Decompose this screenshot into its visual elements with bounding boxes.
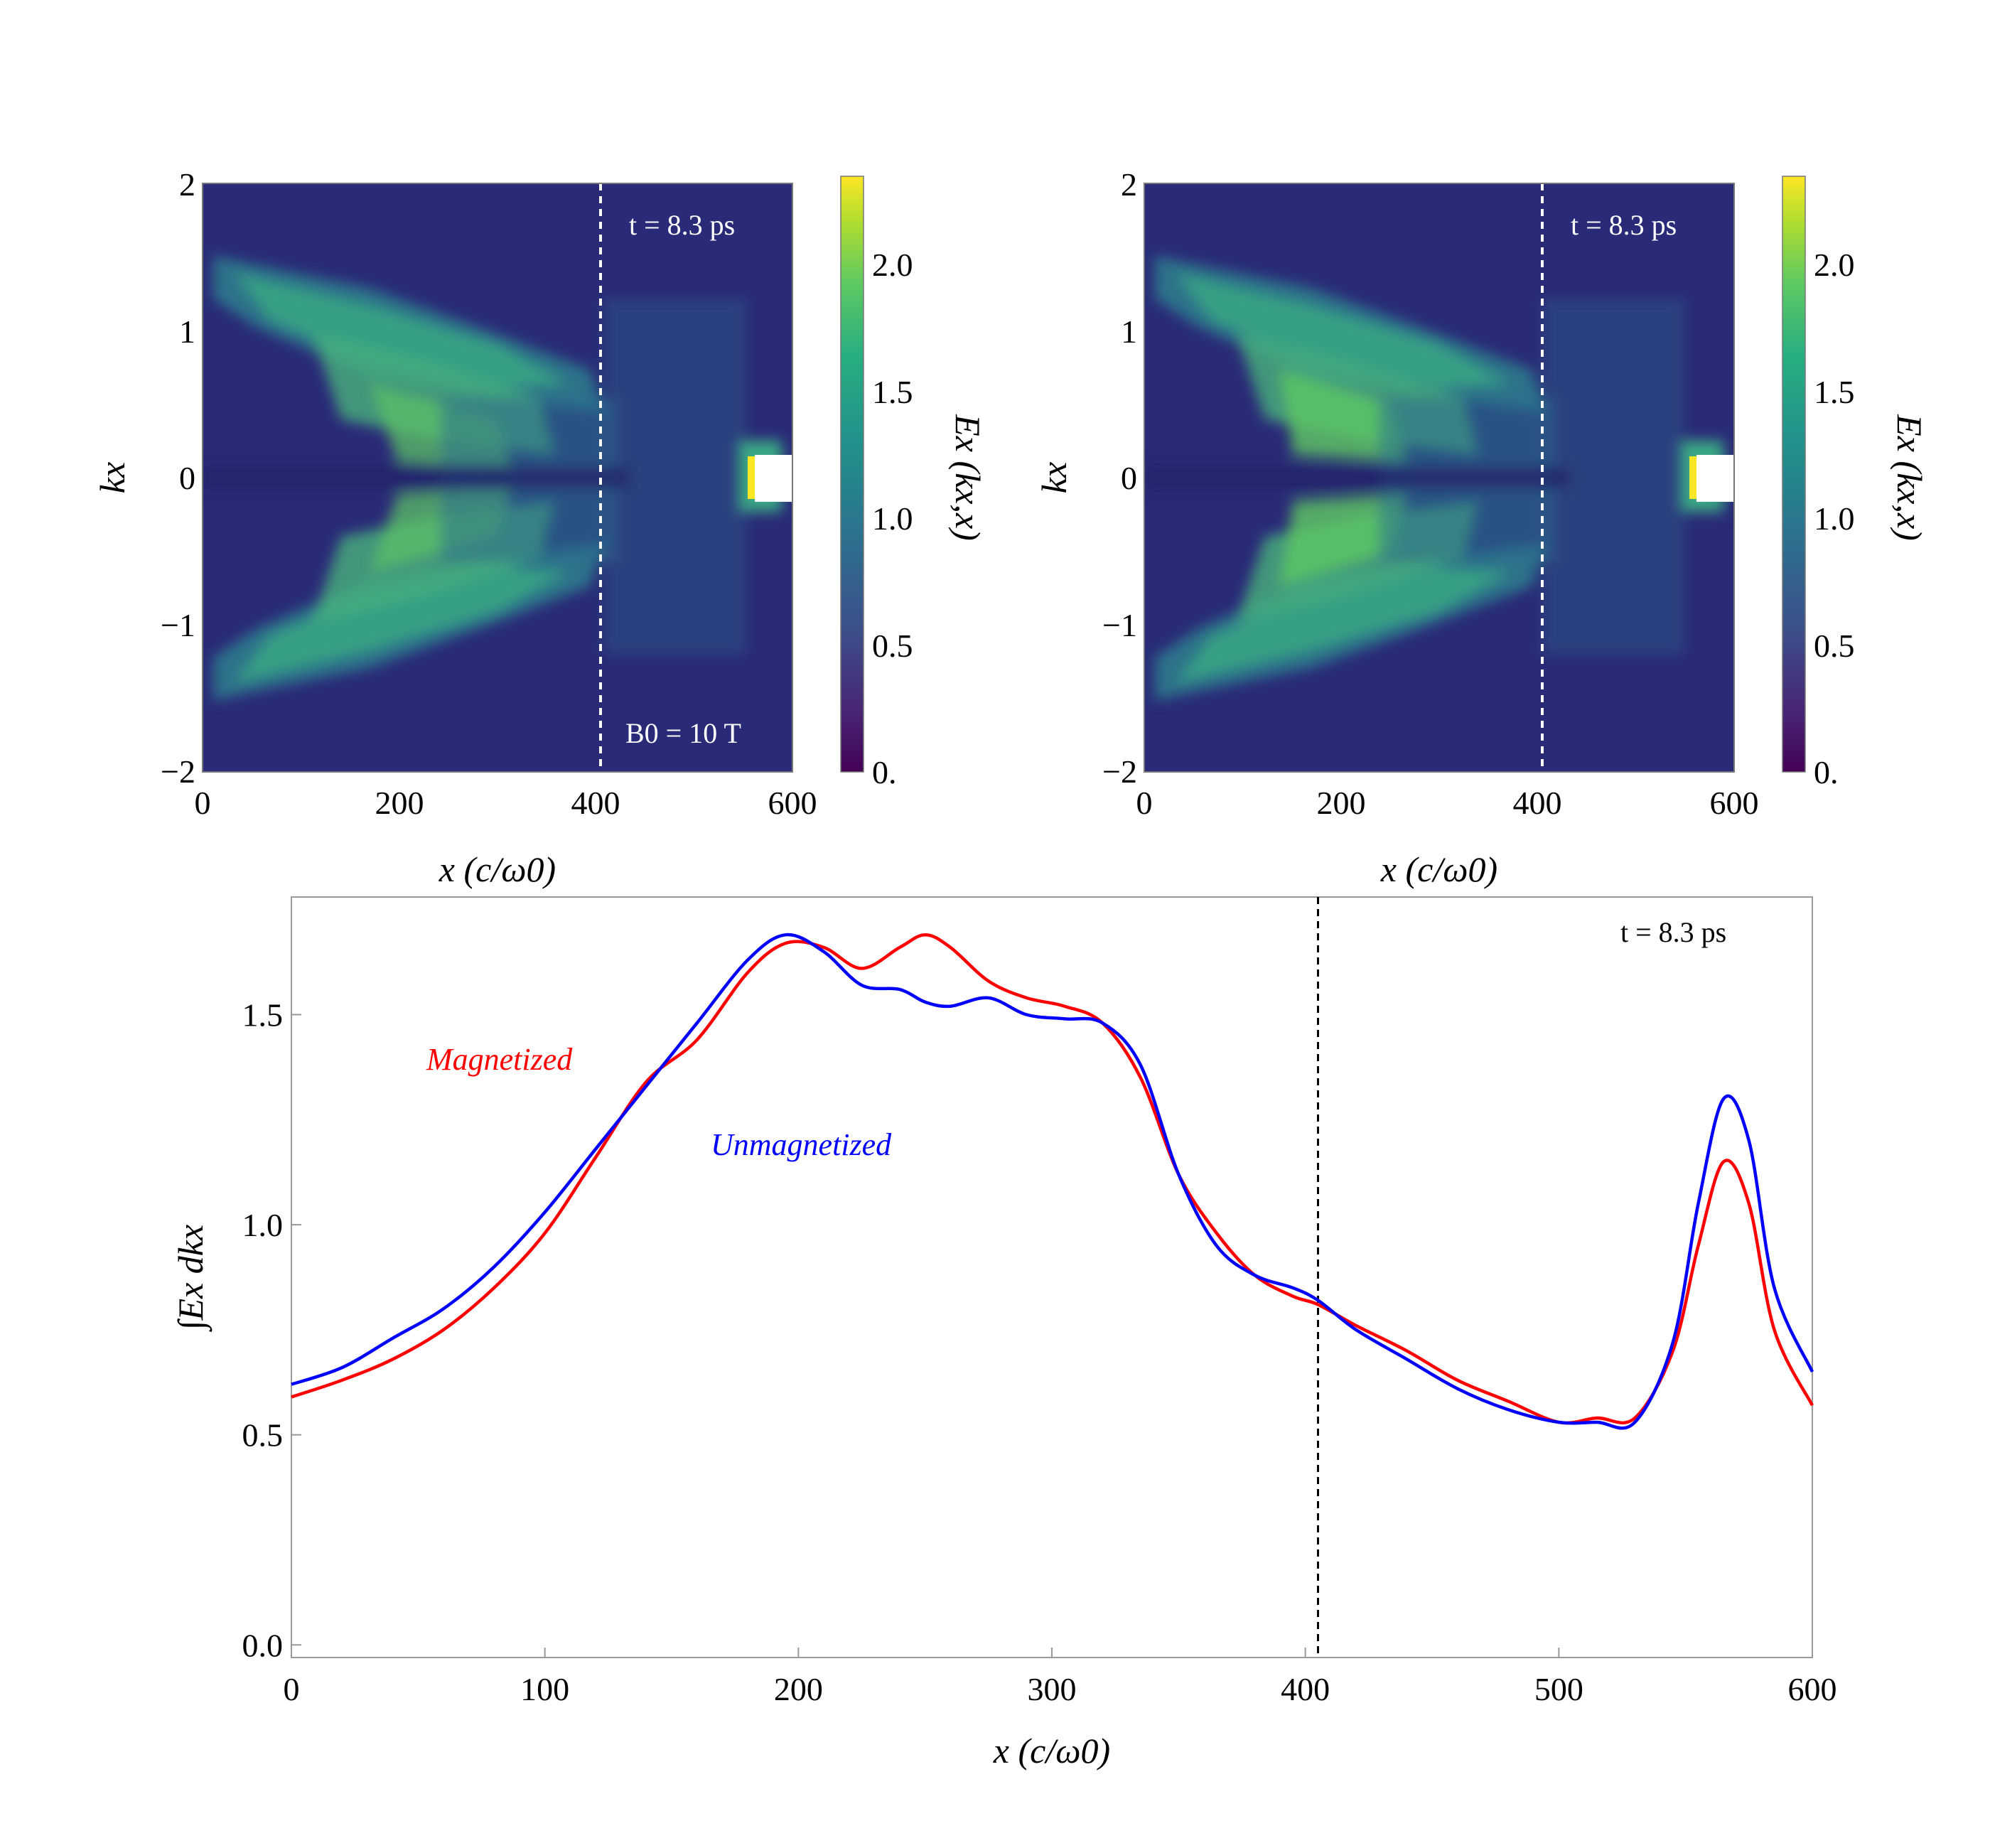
y-tick-label: 1 [179, 313, 195, 350]
y-tick-label: 1.0 [242, 1207, 284, 1243]
x-tick-label: 200 [1317, 785, 1366, 821]
colorbar-tick-label: 0.5 [1814, 628, 1855, 664]
heatmap-left: t = 8.3 ps B0 = 10 T −2 −1 0 1 2 0 200 4… [92, 166, 988, 889]
annotation-time-bottom: t = 8.3 ps [1620, 916, 1726, 948]
y-axis-label-bottom: ∫Ex dkx [171, 1225, 213, 1332]
colorbar-tick-label: 0. [1814, 754, 1839, 790]
y-ticks-left: −2 −1 0 1 2 [161, 166, 195, 790]
y-tick-label: 0 [1121, 460, 1137, 496]
x-tick-label: 400 [1513, 785, 1562, 821]
colorbar-label-right: Ex (kx,x) [1890, 414, 1930, 541]
y-tick-label: 1 [1121, 313, 1137, 350]
colorbar-right [1782, 176, 1806, 773]
x-axis-label-left: x (c/ω0) [439, 849, 556, 889]
colorbar-tick-label: 2.0 [1814, 247, 1855, 283]
y-tick-label: 0.0 [242, 1627, 284, 1663]
x-axis-label-bottom: x (c/ω0) [993, 1731, 1110, 1771]
annotation-field-left: B0 = 10 T [625, 717, 741, 749]
heatmap-right-frame [1144, 183, 1735, 773]
x-tick-label: 0 [1136, 785, 1153, 821]
line-chart-frame [291, 896, 1813, 1658]
x-tick-label: 0 [284, 1671, 300, 1707]
colorbar-tick-label: 1.5 [1814, 374, 1855, 410]
heatmap-left-frame [202, 183, 793, 773]
heatmap-right-white-notch [1696, 455, 1734, 502]
y-tick-label: 2 [1121, 166, 1137, 203]
heatmap-right-field [1144, 256, 1723, 700]
x-axis-label-right: x (c/ω0) [1380, 849, 1497, 889]
colorbar-ticks-right: 0. 0.5 1.0 1.5 2.0 [1814, 247, 1855, 790]
x-tick-label: 300 [1028, 1671, 1077, 1707]
annotation-time-left: t = 8.3 ps [629, 209, 735, 241]
colorbar-tick-label: 0. [872, 754, 897, 790]
x-tick-label: 600 [1788, 1671, 1837, 1707]
x-tick-label: 600 [1710, 785, 1759, 821]
colorbar-tick-label: 0.5 [872, 628, 913, 664]
legend-magnetized: Magnetized [426, 1042, 573, 1077]
x-tick-label: 200 [774, 1671, 823, 1707]
x-tick-label: 200 [375, 785, 424, 821]
heatmap-left-white-notch [755, 455, 792, 502]
colorbar-left [840, 176, 864, 773]
x-ticks-left: 0 200 400 600 [195, 785, 817, 821]
y-tick-label: 1.5 [242, 997, 284, 1033]
y-tick-label: −2 [1102, 753, 1137, 790]
line-chart-x-ticks: 0 100 200 300 400 500 600 [284, 1648, 1837, 1707]
y-tick-label: 0 [179, 460, 195, 496]
colorbar-tick-label: 1.0 [872, 500, 913, 537]
colorbar-ticks-left: 0. 0.5 1.0 1.5 2.0 [872, 247, 913, 790]
y-tick-label: 2 [179, 166, 195, 203]
heatmap-right: t = 8.3 ps −2 −1 0 1 2 0 200 400 600 x (… [1034, 166, 1930, 889]
y-tick-label: −1 [1102, 607, 1137, 643]
y-tick-label: −1 [161, 607, 195, 643]
y-tick-label: −2 [161, 753, 195, 790]
colorbar-label-left: Ex (kx,x) [948, 414, 988, 541]
x-tick-label: 400 [1281, 1671, 1330, 1707]
x-tick-label: 500 [1534, 1671, 1583, 1707]
x-tick-label: 600 [768, 785, 817, 821]
x-ticks-right: 0 200 400 600 [1136, 785, 1759, 821]
colorbar-tick-label: 2.0 [872, 247, 913, 283]
line-chart-y-ticks: 0.0 0.5 1.0 1.5 [242, 997, 301, 1663]
colorbar-tick-label: 1.0 [1814, 500, 1855, 537]
y-axis-label-left: kx [92, 462, 132, 493]
x-tick-label: 400 [571, 785, 620, 821]
legend-unmagnetized: Unmagnetized [711, 1127, 892, 1162]
y-axis-label-right: kx [1034, 462, 1074, 493]
y-ticks-right: −2 −1 0 1 2 [1102, 166, 1137, 790]
x-tick-label: 100 [520, 1671, 569, 1707]
series-line-unmagnetized [291, 933, 1814, 1430]
y-tick-label: 0.5 [242, 1417, 284, 1454]
x-tick-label: 0 [195, 785, 211, 821]
annotation-time-right: t = 8.3 ps [1571, 209, 1677, 241]
line-chart: 0 100 200 300 400 500 600 0.0 0.5 1.0 1.5 t = 8.3… [171, 896, 1837, 1771]
colorbar-tick-label: 1.5 [872, 374, 913, 410]
